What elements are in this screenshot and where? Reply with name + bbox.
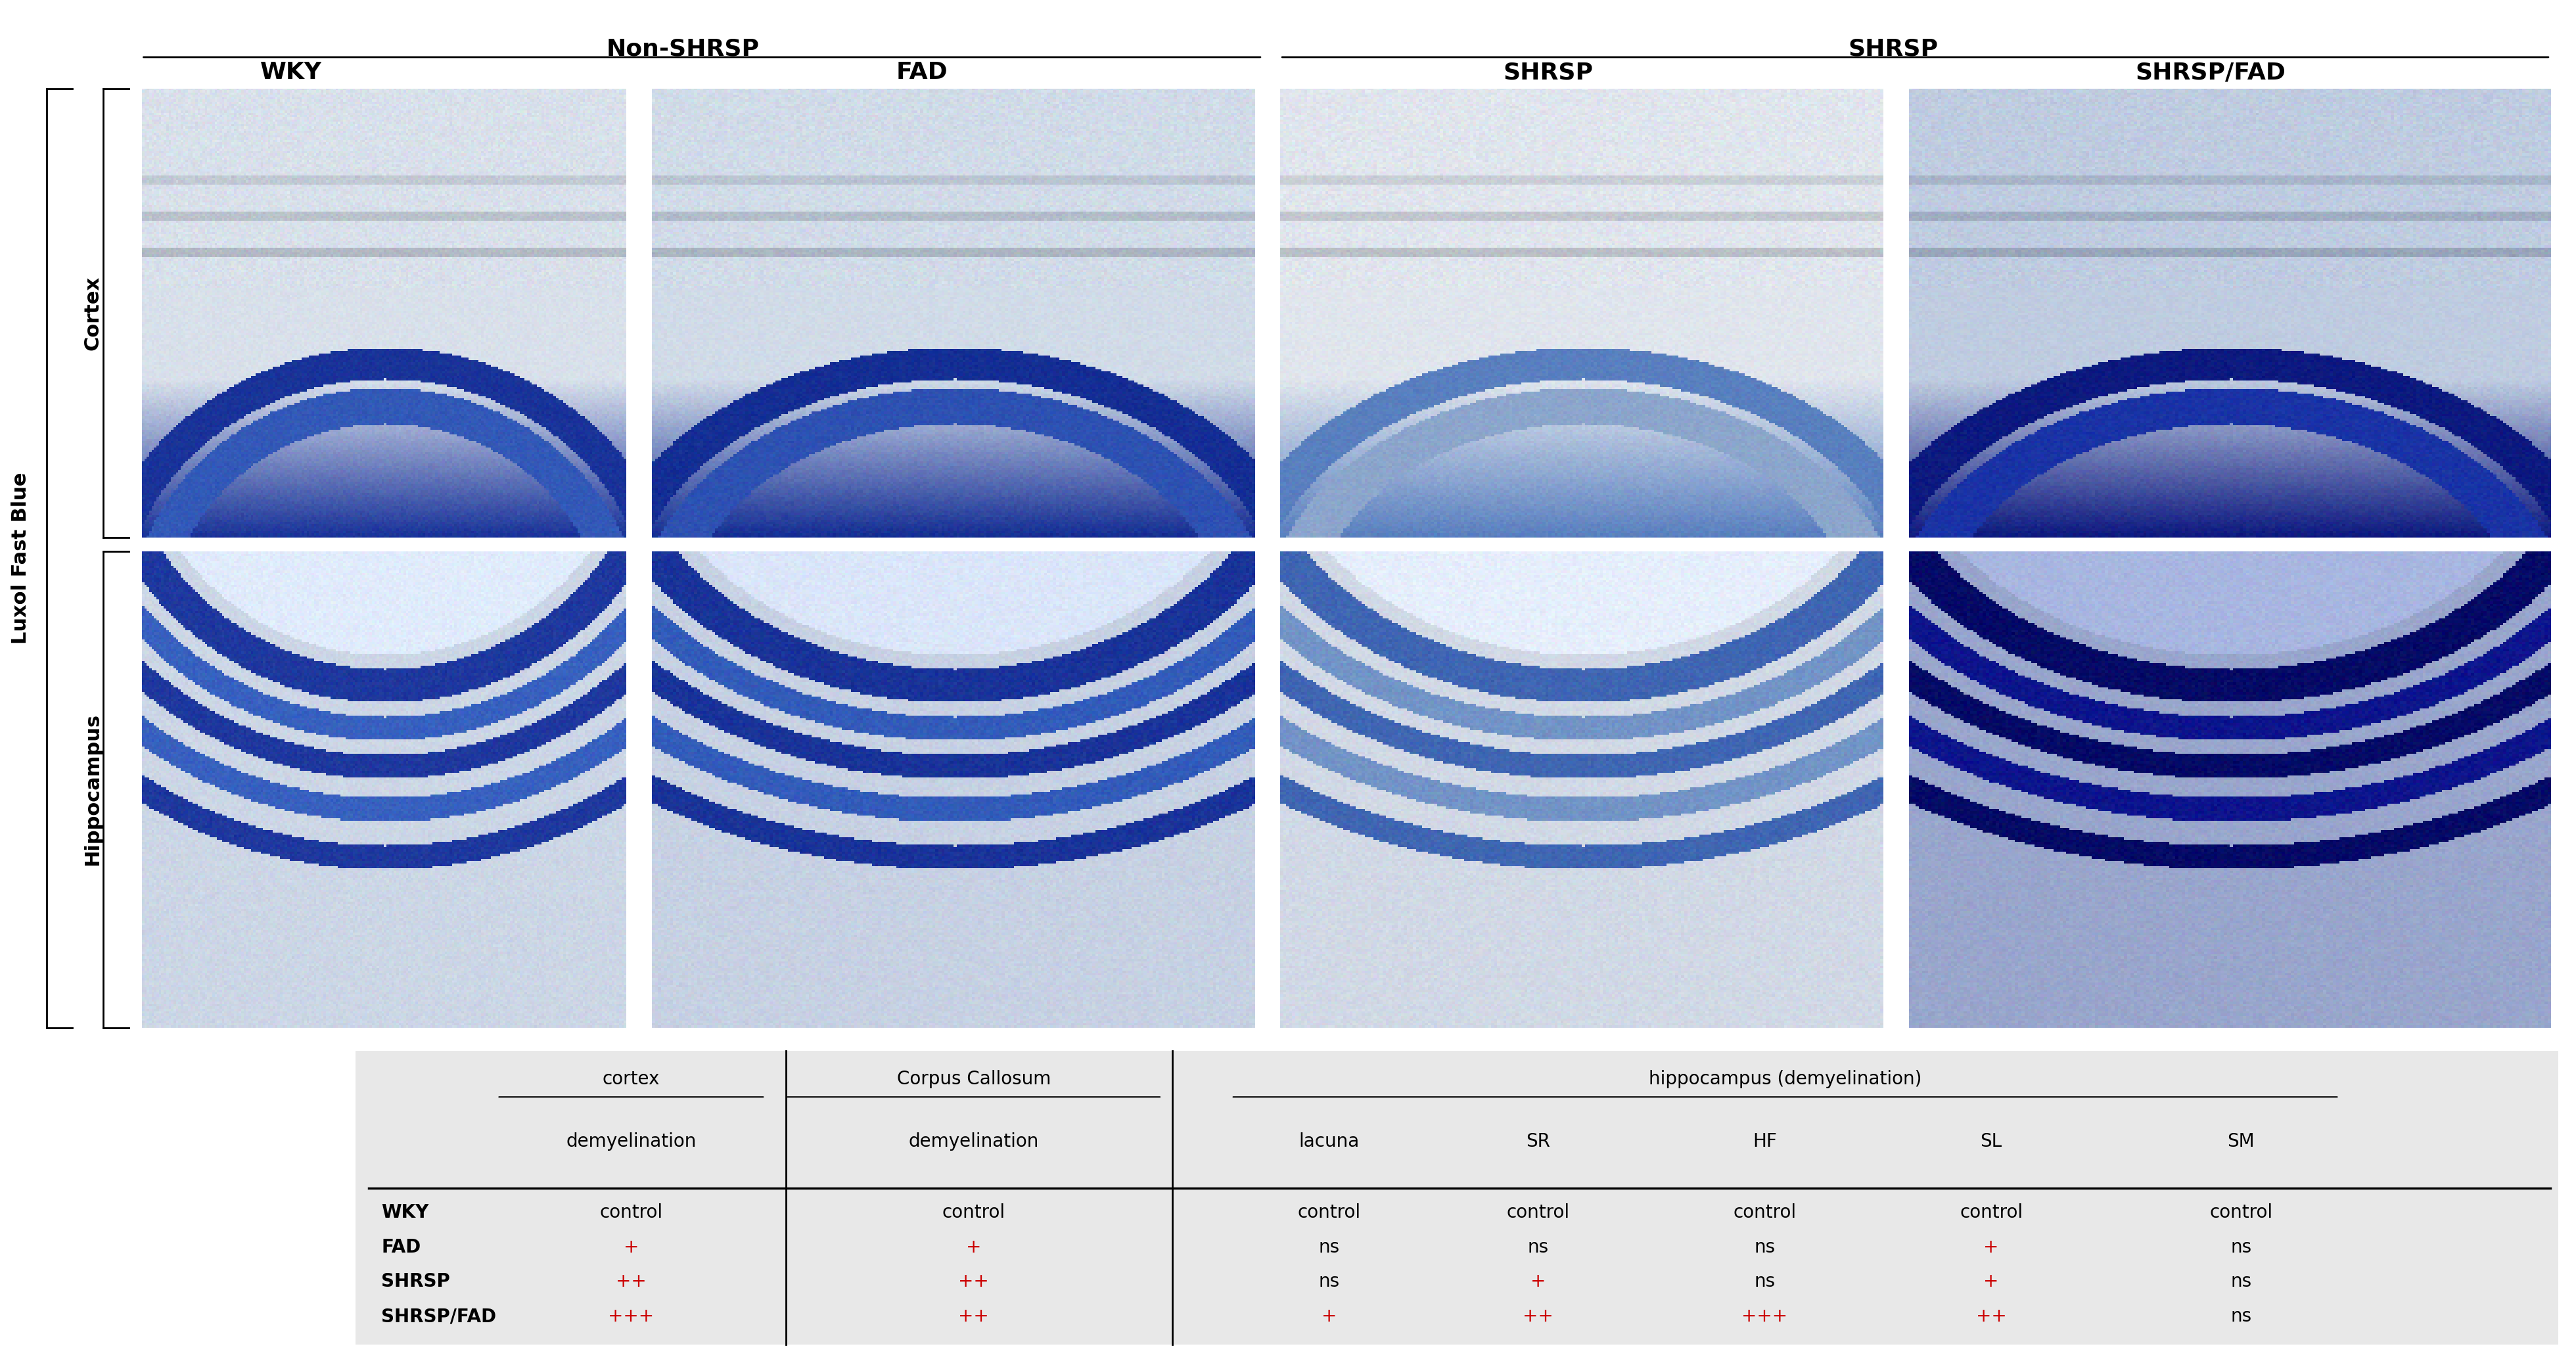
Text: ns: ns (1319, 1273, 1340, 1292)
Text: SL: SL (1981, 1132, 2002, 1151)
Text: ns: ns (1754, 1273, 1775, 1292)
Text: ns: ns (1528, 1237, 1548, 1256)
Text: SHRSP: SHRSP (1850, 38, 1937, 60)
Text: ns: ns (1319, 1237, 1340, 1256)
Text: ns: ns (2231, 1273, 2251, 1292)
Text: demyelination: demyelination (567, 1132, 696, 1151)
Text: ++: ++ (958, 1307, 989, 1326)
Text: WKY: WKY (381, 1203, 428, 1222)
Text: ++: ++ (1522, 1307, 1553, 1326)
Text: +: + (1984, 1237, 1999, 1256)
Text: SHRSP/FAD: SHRSP/FAD (381, 1307, 497, 1326)
Text: SHRSP: SHRSP (1504, 61, 1592, 83)
Bar (355, 1051, 2558, 1345)
Text: +: + (1984, 1273, 1999, 1292)
Text: +: + (623, 1237, 639, 1256)
Text: HF: HF (1752, 1132, 1777, 1151)
Text: control: control (1960, 1203, 2022, 1222)
Text: +: + (1530, 1273, 1546, 1292)
Text: Non-SHRSP: Non-SHRSP (605, 38, 760, 60)
Text: control: control (943, 1203, 1005, 1222)
Text: SM: SM (2228, 1132, 2254, 1151)
Text: Hippocampus: Hippocampus (82, 713, 103, 866)
Text: ns: ns (1754, 1237, 1775, 1256)
Text: FAD: FAD (896, 61, 948, 83)
Text: ns: ns (2231, 1237, 2251, 1256)
Text: SHRSP/FAD: SHRSP/FAD (2136, 61, 2285, 83)
Text: Luxol Fast Blue: Luxol Fast Blue (10, 472, 31, 644)
Text: SR: SR (1525, 1132, 1551, 1151)
Text: ns: ns (2231, 1307, 2251, 1326)
Text: Corpus Callosum: Corpus Callosum (896, 1070, 1051, 1089)
Text: WKY: WKY (260, 61, 322, 83)
Text: control: control (1507, 1203, 1569, 1222)
Text: +: + (966, 1237, 981, 1256)
Text: control: control (1298, 1203, 1360, 1222)
Text: control: control (600, 1203, 662, 1222)
Text: demyelination: demyelination (909, 1132, 1038, 1151)
Text: +++: +++ (1741, 1307, 1788, 1326)
Text: hippocampus (demyelination): hippocampus (demyelination) (1649, 1070, 1922, 1089)
Text: ++: ++ (958, 1273, 989, 1292)
Text: control: control (2210, 1203, 2272, 1222)
Text: ++: ++ (1976, 1307, 2007, 1326)
Text: control: control (1734, 1203, 1795, 1222)
Text: FAD: FAD (381, 1237, 420, 1256)
Text: SHRSP: SHRSP (381, 1273, 451, 1292)
Text: ++: ++ (616, 1273, 647, 1292)
Text: Cortex: Cortex (82, 276, 103, 350)
Text: +++: +++ (608, 1307, 654, 1326)
Text: cortex: cortex (603, 1070, 659, 1089)
Text: lacuna: lacuna (1298, 1132, 1360, 1151)
Text: +: + (1321, 1307, 1337, 1326)
